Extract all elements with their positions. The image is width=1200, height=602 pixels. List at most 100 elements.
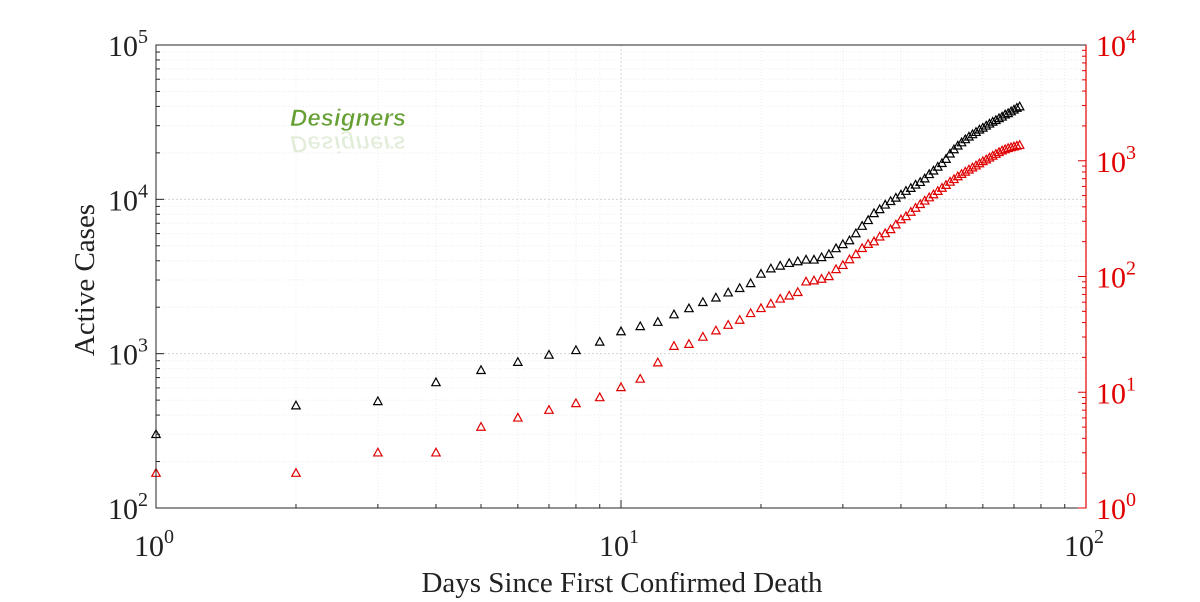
data-point-marker [944, 176, 956, 186]
data-point-marker [1011, 140, 1023, 150]
data-point-marker [475, 364, 487, 375]
data-point-marker [792, 286, 804, 297]
data-point-marker [823, 248, 835, 259]
data-point-marker [290, 399, 302, 410]
data-point-marker [722, 287, 734, 297]
data-point-marker [570, 344, 582, 355]
y-left-tick-label: 105 [108, 26, 148, 63]
data-point-marker [783, 290, 795, 300]
data-point-marker [885, 223, 896, 234]
data-point-marker [874, 203, 885, 214]
data-point-marker [775, 293, 786, 303]
watermark-logo: Designers Designers [290, 105, 407, 158]
data-point-marker [940, 153, 952, 163]
data-point-marker [900, 185, 912, 195]
data-point-marker [837, 259, 849, 270]
y-right-tick-label: 100 [1096, 489, 1136, 526]
x-tick-label: 102 [1064, 526, 1104, 563]
data-point-marker [816, 273, 827, 283]
y-right-tick-label: 101 [1096, 373, 1136, 410]
data-point-marker [800, 276, 812, 286]
data-point-marker [868, 235, 880, 246]
data-point-marker [1014, 139, 1025, 150]
x-tick-labels: 100 101 102 [134, 526, 1104, 563]
data-point-marker [890, 192, 902, 202]
data-point-marker [948, 173, 960, 184]
data-point-marker [792, 255, 804, 266]
y-left-tick-label: 103 [108, 335, 148, 372]
data-point-marker [475, 421, 487, 431]
data-point-marker [652, 316, 664, 326]
data-point-marker [734, 282, 745, 293]
data-point-marker [755, 302, 767, 313]
data-point-marker [952, 170, 964, 181]
data-point-marker [960, 166, 971, 176]
data-point-marker [963, 131, 975, 141]
y-right-tick-label: 102 [1096, 258, 1136, 295]
data-point-marker [668, 308, 680, 319]
data-point-marker [923, 191, 935, 202]
data-point-marker [844, 253, 855, 264]
data-point-marker [594, 391, 605, 402]
data-point-marker [850, 227, 862, 238]
data-point-marker [722, 319, 734, 329]
data-point-marker [543, 404, 555, 414]
data-point-marker [512, 356, 524, 366]
data-point-marker [755, 268, 767, 278]
watermark-text: Designers [290, 105, 406, 132]
data-point-marker [765, 298, 777, 308]
data-point-marker [823, 270, 835, 281]
x-axis-title: Days Since First Confirmed Death [421, 567, 823, 599]
data-point-marker [895, 213, 907, 224]
watermark-reflection: Designers [290, 130, 406, 157]
series-left-axis [150, 101, 1025, 439]
y-axis-title: Active Cases [69, 204, 101, 356]
y-left-tick-label: 104 [108, 180, 148, 217]
data-point-marker [710, 324, 722, 335]
data-point-marker [783, 257, 795, 268]
data-point-marker [850, 248, 862, 259]
data-point-marker [936, 182, 948, 192]
data-point-marker [697, 331, 709, 341]
data-point-marker [615, 325, 627, 336]
y-right-tick-label: 103 [1096, 142, 1136, 179]
data-point-marker [290, 467, 302, 477]
data-point-marker [765, 263, 777, 273]
data-point-marker [615, 381, 627, 392]
data-point-marker [543, 349, 555, 359]
data-point-marker [1011, 102, 1023, 112]
data-point-marker [512, 412, 524, 422]
data-point-marker [430, 376, 442, 387]
y-left-tick-label: 102 [108, 489, 148, 526]
data-point-marker [890, 218, 902, 229]
data-point-marker [635, 320, 646, 331]
data-point-marker [800, 254, 812, 264]
data-point-marker [967, 128, 978, 139]
x-tick-label: 101 [599, 526, 639, 563]
data-point-marker [745, 307, 756, 318]
series-right-axis [150, 139, 1025, 477]
data-point-marker [808, 254, 820, 264]
y-right-tick-label: 104 [1096, 26, 1136, 63]
data-point-marker [635, 373, 646, 383]
data-point-marker [683, 302, 695, 313]
data-point-marker [956, 136, 967, 147]
data-point-marker [816, 251, 827, 262]
data-point-marker [956, 168, 967, 178]
data-point-marker [683, 338, 695, 348]
data-point-marker [910, 179, 921, 189]
data-point-marker [697, 296, 709, 307]
data-point-marker [745, 277, 756, 288]
data-series [150, 101, 1025, 477]
data-point-marker [844, 234, 855, 245]
data-point-marker [1002, 142, 1014, 153]
data-point-marker [652, 356, 664, 367]
data-point-marker [594, 336, 605, 346]
x-tick-label: 100 [134, 526, 174, 563]
data-point-marker [1005, 141, 1017, 152]
data-point-marker [668, 340, 680, 350]
data-point-marker [932, 185, 943, 196]
data-point-marker [940, 179, 952, 189]
data-point-marker [775, 260, 786, 270]
